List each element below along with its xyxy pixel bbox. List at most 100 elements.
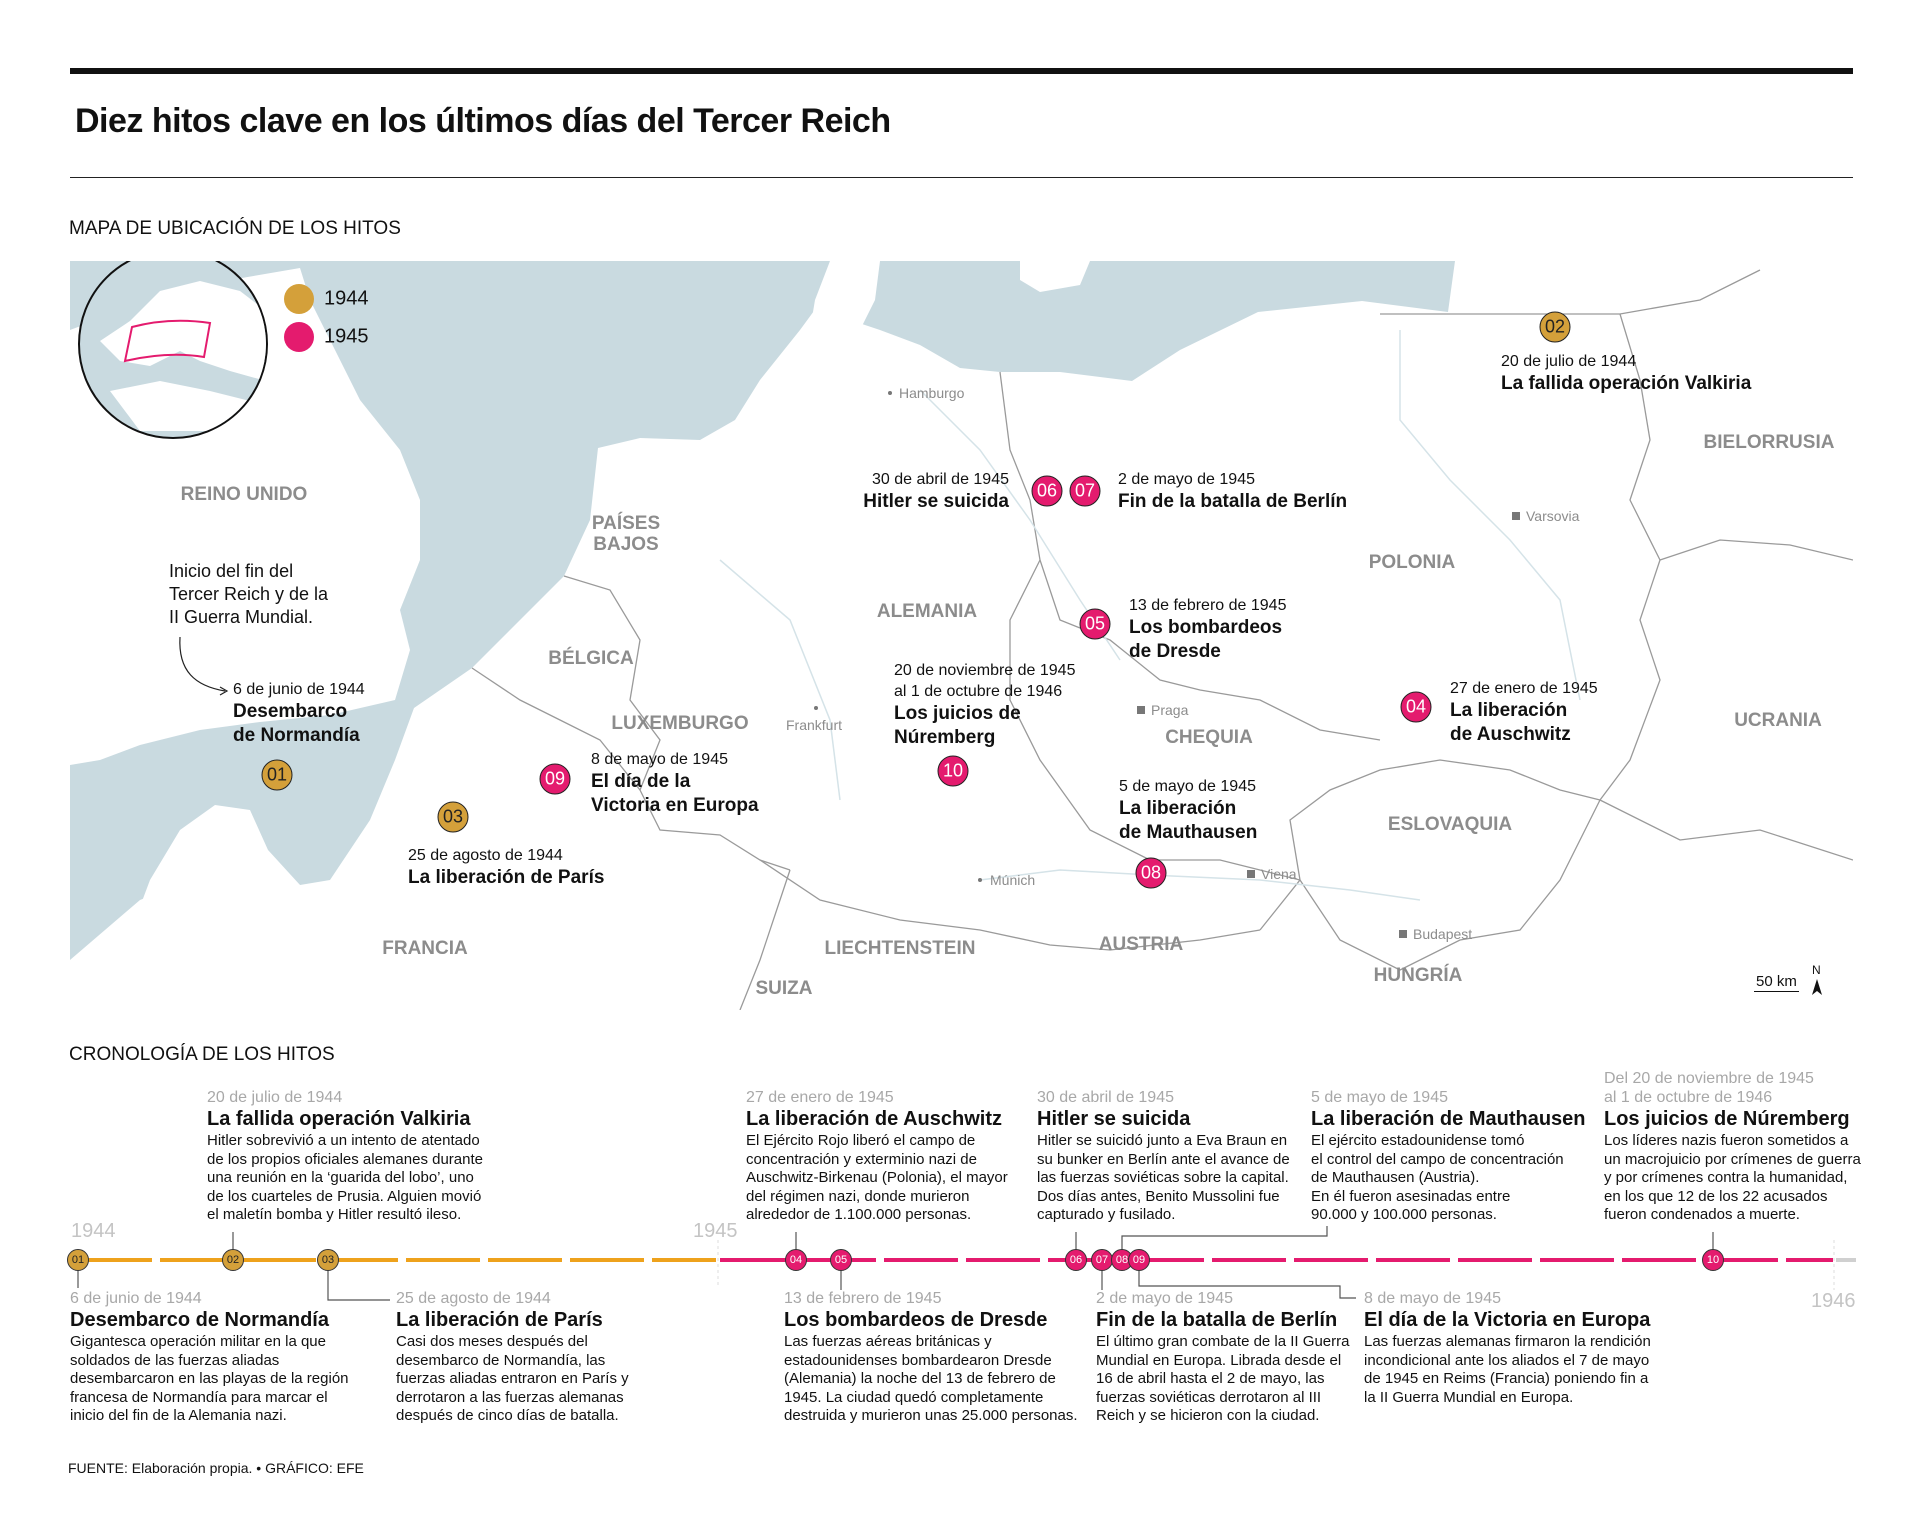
event-body-line: 90.000 y 100.000 personas. [1311, 1206, 1497, 1223]
annotation-line: Tercer Reich y de la [169, 584, 329, 604]
event-title: La liberación [1119, 798, 1237, 819]
map-marker-08[interactable]: 08 [1135, 857, 1167, 889]
map-marker-10[interactable]: 10 [937, 755, 969, 787]
map-marker-02[interactable]: 02 [1539, 311, 1571, 343]
legend-dot-1944 [284, 284, 314, 314]
event-title: La fallida operación Valkiria [1501, 373, 1752, 394]
event-date: 20 de julio de 1944 [207, 1089, 343, 1106]
map-marker-05[interactable]: 05 [1079, 608, 1111, 640]
event-title: El día de la Victoria en Europa [1364, 1309, 1651, 1331]
event-body-line: Casi dos meses después del [396, 1333, 588, 1350]
event-title: La liberación [1450, 700, 1568, 721]
event-body-line: desembarcaron en las playas de la región [70, 1370, 349, 1387]
locator-globe [78, 261, 268, 439]
event-body-line: del régimen nazi, donde murieron [746, 1187, 970, 1205]
event-body-line: estadounidenses bombardearon Dresde [784, 1351, 1052, 1369]
country-label: LUXEMBURGO [611, 713, 749, 734]
event-title: Desembarco [233, 701, 348, 722]
event-body-line: concentración y exterminio nazi de [746, 1150, 977, 1168]
city-marker-icon [1512, 512, 1520, 520]
event-date: 13 de febrero de 1945 [1129, 597, 1287, 614]
north-arrow-icon [1812, 979, 1822, 995]
event-date: al 1 de octubre de 1946 [894, 683, 1063, 700]
timeline-marker-10[interactable]: 10 [1702, 1249, 1724, 1271]
event-date: Del 20 de noviembre de 1945 [1604, 1070, 1814, 1087]
timeline-event-08: 5 de mayo de 1945 La liberación de Mautha… [1311, 1088, 1586, 1225]
timeline-event-09: 8 de mayo de 1945 El día de la Victoria e… [1364, 1289, 1651, 1407]
map-marker-07[interactable]: 07 [1069, 475, 1101, 507]
city-marker-icon [1247, 870, 1255, 878]
event-body-line: el maletín bomba y Hitler resultó ileso. [207, 1206, 462, 1223]
event-body-line: El último gran combate de la II Guerra [1096, 1333, 1350, 1350]
annotation-line: II Guerra Mundial. [169, 607, 314, 627]
event-body-line: de Mauthausen (Austria). [1311, 1169, 1480, 1186]
annotation: Inicio del fin del Tercer Reich y de la … [169, 560, 328, 629]
event-body-line: francesa de Normandía para marcar el [70, 1388, 328, 1406]
globe-africa [110, 381, 250, 431]
event-body-line: su bunker en Berlín ante el avance de [1037, 1150, 1290, 1168]
map-marker-04[interactable]: 04 [1400, 691, 1432, 723]
event-title: Victoria en Europa [591, 795, 759, 816]
event-body-line: incondicional ante los aliados el 7 de m… [1364, 1351, 1650, 1369]
map-event-label: 6 de junio de 1944 Desembarco de Normandía [233, 679, 365, 748]
event-body-line: y por crímenes contra la humanidad, [1604, 1169, 1848, 1186]
event-date: 30 de abril de 1945 [872, 471, 1009, 488]
event-date: 27 de enero de 1945 [746, 1089, 894, 1106]
event-body-line: destruida y murieron unas 25.000 persona… [784, 1407, 1078, 1424]
city-label: Praga [1151, 702, 1189, 718]
timeline-event-10: Del 20 de noviembre de 1945 al 1 de octub… [1604, 1069, 1861, 1225]
event-body-line: fuerzas soviéticas derrotaron al III [1096, 1388, 1322, 1406]
event-body-line: soldados de las fuerzas aliadas [70, 1351, 280, 1369]
event-title: Núremberg [894, 727, 996, 748]
event-date: 5 de mayo de 1945 [1119, 778, 1256, 795]
city-label: Budapest [1413, 926, 1473, 942]
timeline-marker-03[interactable]: 03 [317, 1249, 339, 1271]
event-body-line: Los líderes nazis fueron sometidos a [1604, 1132, 1849, 1149]
timeline-event-04: 27 de enero de 1945 La liberación de Ausc… [746, 1088, 1008, 1225]
timeline-marker-04[interactable]: 04 [785, 1249, 807, 1271]
event-body-line: 1945. La ciudad quedó completamente [784, 1388, 1044, 1406]
event-body-line: derrotaron a las fuerzas alemanas [396, 1388, 624, 1406]
timeline-marker-05[interactable]: 05 [830, 1249, 852, 1271]
event-date: 30 de abril de 1945 [1037, 1089, 1174, 1106]
map-marker-01[interactable]: 01 [261, 759, 293, 791]
timeline-marker-07[interactable]: 07 [1091, 1249, 1113, 1271]
city-label: Varsovia [1526, 508, 1580, 524]
event-title: de Dresde [1129, 641, 1221, 662]
event-date: 2 de mayo de 1945 [1118, 471, 1255, 488]
event-title: de Normandía [233, 725, 360, 746]
top-rule [70, 68, 1853, 74]
event-body-line: Mundial en Europa. Librada desde el [1096, 1351, 1342, 1369]
country-label: LIECHTENSTEIN [824, 938, 976, 959]
map-section-title: MAPA DE UBICACIÓN DE LOS HITOS [69, 218, 401, 239]
timeline-marker-01[interactable]: 01 [67, 1249, 89, 1271]
timeline-marker-02[interactable]: 02 [222, 1249, 244, 1271]
event-date: 25 de agosto de 1944 [408, 847, 563, 864]
city-label: Múnich [990, 872, 1036, 888]
city-label: Viena [1261, 866, 1297, 882]
country-label: BIELORRUSIA [1703, 432, 1835, 453]
event-title: Hitler se suicida [1037, 1108, 1191, 1130]
event-title: La fallida operación Valkiria [207, 1108, 471, 1130]
event-body-line: una reunión en la ‘guarida del lobo’, un… [207, 1169, 474, 1186]
event-title: La liberación de Auschwitz [746, 1108, 1002, 1130]
timeline-connector [327, 1260, 390, 1301]
timeline-marker-06[interactable]: 06 [1065, 1249, 1087, 1271]
event-title: de Mauthausen [1119, 822, 1258, 843]
map-marker-09[interactable]: 09 [539, 763, 571, 795]
event-body-line: Gigantesca operación militar en la que [70, 1333, 326, 1350]
city-marker-icon [978, 878, 982, 882]
map-event-label: 27 de enero de 1945 La liberación de Ausch… [1450, 678, 1598, 747]
event-title: Fin de la batalla de Berlín [1118, 491, 1348, 512]
year-label-1944: 1944 [71, 1220, 116, 1242]
map-marker-06[interactable]: 06 [1031, 475, 1063, 507]
event-body-line: (Alemania) la noche del 13 de febrero de [784, 1370, 1056, 1387]
event-date: 13 de febrero de 1945 [784, 1290, 942, 1307]
event-body-line: Hitler sobrevivió a un intento de atenta… [207, 1132, 480, 1149]
timeline-event-05: 13 de febrero de 1945 Los bombardeos de D… [784, 1289, 1078, 1426]
map-marker-03[interactable]: 03 [437, 801, 469, 833]
event-body-line: capturado y fusilado. [1037, 1206, 1176, 1223]
timeline-marker-09[interactable]: 09 [1128, 1249, 1150, 1271]
event-body-line: la II Guerra Mundial en Europa. [1364, 1388, 1574, 1406]
map-event-label: 20 de julio de 1944 La fallida operación … [1501, 351, 1751, 396]
